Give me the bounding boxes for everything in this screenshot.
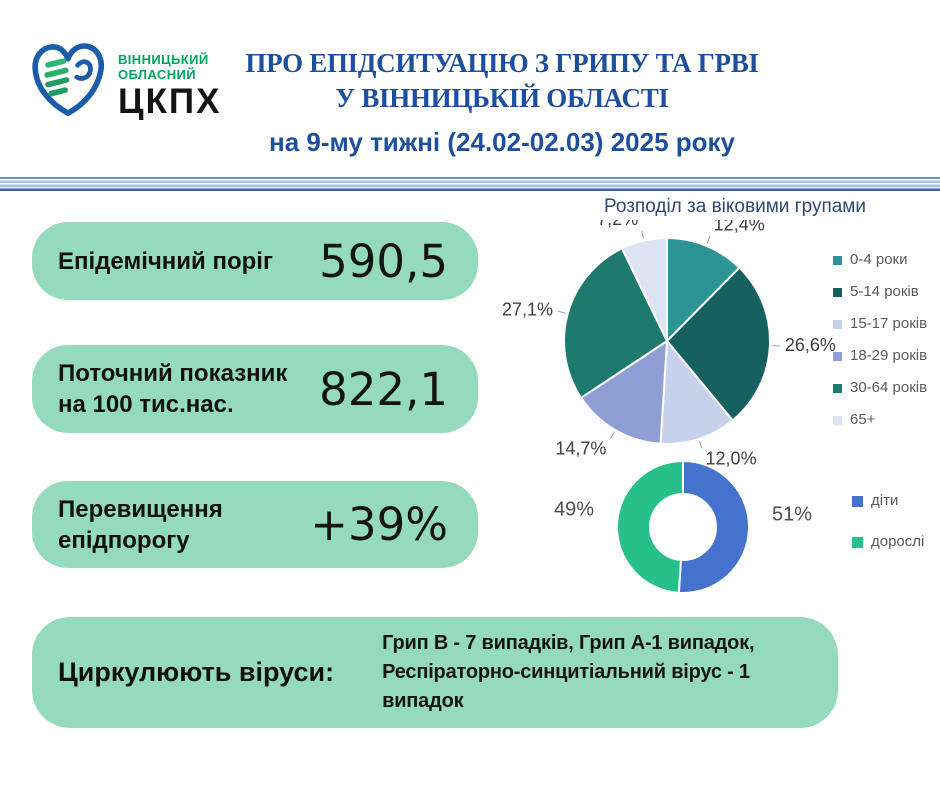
logo: ВІННИЦЬКИЙ ОБЛАСНИЙ ЦКПХ [28, 38, 221, 121]
slice-percent-label: 27,1% [502, 300, 553, 320]
label-leader-line [698, 440, 703, 449]
label-leader-line [609, 431, 615, 440]
logo-text: ВІННИЦЬКИЙ ОБЛАСНИЙ ЦКПХ [118, 38, 221, 121]
legend-label: 0-4 роки [850, 251, 908, 268]
page-title-line1: ПРО ЕПІДСИТУАЦІЮ З ГРИПУ ТА ГРВІ [245, 48, 759, 78]
legend-swatch [833, 319, 842, 329]
legend-item: 15-17 років [833, 315, 927, 333]
stat-value: +39% [310, 498, 448, 551]
legend-label: дорослі [871, 533, 925, 550]
slice-percent-label: 12,0% [706, 448, 757, 468]
logo-stripes [44, 58, 70, 97]
chart-slice [665, 266, 771, 422]
page-subtitle: на 9-му тижні (24.02-02.03) 2025 року [268, 127, 735, 157]
viruses-text: Грип В - 7 випадків, Грип А-1 випадок, Р… [382, 632, 755, 712]
legend-swatch [833, 383, 842, 393]
logo-region-line1: ВІННИЦЬКИЙ [118, 52, 209, 67]
slice-percent-label: 51% [772, 504, 812, 526]
stat-card-current-rate: Поточний показник на 100 тис.нас. 822,1 [32, 345, 478, 433]
children-adults-donut-chart: 51% 49% [554, 459, 812, 594]
legend-swatch [852, 495, 863, 507]
legend-item: діти [852, 492, 924, 510]
legend-swatch [833, 255, 842, 265]
stat-label: Перевищення епідпорогу [58, 495, 223, 554]
stat-label: Поточний показник на 100 тис.нас. [58, 360, 288, 418]
chart-slice [677, 459, 750, 594]
stat-label: Епідемічний поріг [58, 247, 273, 275]
legend-swatch [833, 287, 842, 297]
donut-chart-legend: діти дорослі [852, 492, 924, 551]
slice-percent-label: 49% [554, 498, 594, 520]
logo-shield-heart-icon [32, 43, 105, 116]
circulating-viruses-card: Циркулюють віруси: Грип В - 7 випадків, … [32, 617, 838, 728]
legend-item: дорослі [852, 533, 924, 551]
legend-label: 5-14 років [850, 283, 919, 300]
slice-percent-label: 7,2% [597, 220, 638, 229]
legend-label: діти [871, 492, 899, 509]
legend-swatch [833, 415, 842, 425]
legend-item: 0-4 роки [833, 251, 927, 269]
stat-card-epidemic-threshold: Епідемічний поріг 590,5 [32, 222, 478, 300]
legend-label: 18-29 років [850, 347, 928, 364]
stat-value: 590,5 [319, 234, 448, 288]
chart-slice [563, 247, 669, 400]
slice-percent-label: 26,6% [785, 335, 836, 355]
legend-label: 15-17 років [850, 315, 928, 332]
label-leader-line [557, 310, 566, 314]
logo-acronym: ЦКПХ [118, 82, 222, 121]
legend-item: 18-29 років [833, 347, 927, 365]
label-leader-line [706, 236, 711, 245]
age-chart-title: Розподіл за віковими групами [604, 196, 866, 217]
legend-label: 30-64 років [850, 379, 928, 396]
logo-region-line2: ОБЛАСНИЙ [118, 67, 196, 82]
legend-item: 5-14 років [833, 283, 927, 301]
chart-slice [666, 236, 741, 344]
legend-item: 30-64 років [833, 379, 927, 397]
stat-value: 822,1 [319, 362, 448, 416]
slice-percent-label: 12,4% [714, 220, 765, 235]
legend-swatch [833, 351, 842, 361]
chart-slice [579, 339, 669, 445]
legend-swatch [852, 536, 863, 548]
chart-slice [620, 236, 668, 342]
age-chart-legend: 0-4 роки 5-14 років 15-17 років 18-29 років… [833, 251, 927, 429]
title-block: ПРО ЕПІДСИТУАЦІЮ З ГРИПУ ТА ГРВІ У ВІННИ… [32, 46, 940, 158]
legend-label: 65+ [850, 411, 876, 428]
page-title-line2: У ВІННИЦЬКІЙ ОБЛАСТІ [335, 83, 669, 113]
age-distribution-pie-chart: 12,4% 26,6% 12,0% 14,7% 27,1% 7,2% [502, 220, 836, 468]
legend-item: 65+ [833, 411, 927, 429]
label-leader-line [641, 230, 644, 239]
viruses-label: Циркулюють віруси: [58, 657, 335, 687]
chart-slice [659, 338, 735, 445]
chart-slice [616, 459, 684, 594]
slice-percent-label: 14,7% [555, 439, 606, 459]
decorative-divider [0, 176, 940, 191]
stat-card-threshold-excess: Перевищення епідпорогу +39% [32, 481, 478, 568]
